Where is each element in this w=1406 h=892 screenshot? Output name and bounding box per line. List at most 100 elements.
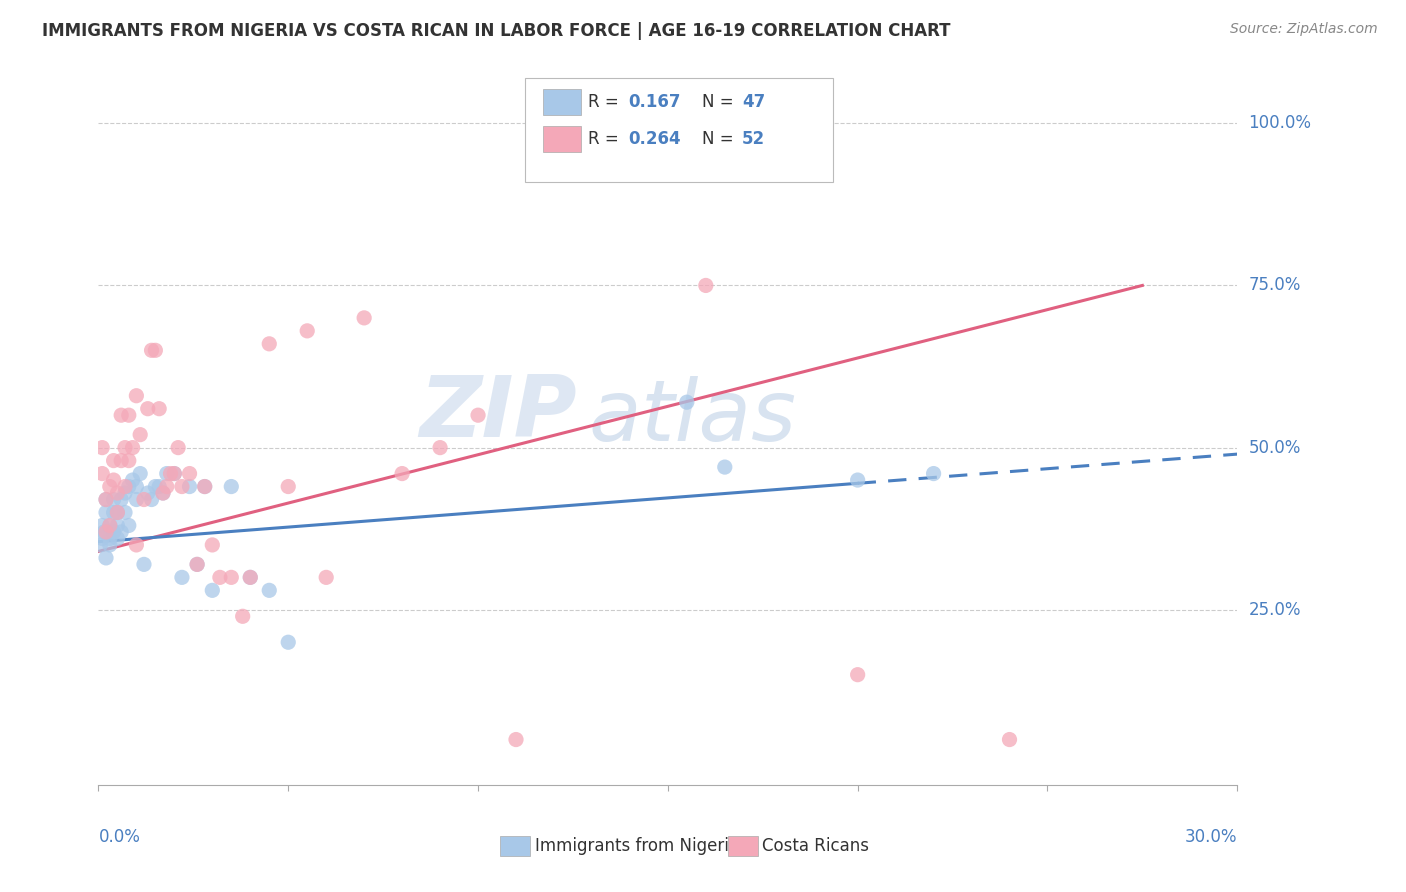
Point xyxy=(118,518,141,533)
Text: N =: N = xyxy=(702,93,740,111)
Point xyxy=(259,336,281,351)
Point xyxy=(125,492,148,507)
Point xyxy=(136,486,159,500)
Text: atlas: atlas xyxy=(588,376,796,459)
Text: ZIP: ZIP xyxy=(419,372,576,456)
Text: Costa Ricans: Costa Ricans xyxy=(762,837,869,855)
Point xyxy=(170,570,193,584)
Point xyxy=(221,570,243,584)
Text: 0.264: 0.264 xyxy=(628,130,681,148)
Point xyxy=(277,479,299,493)
Point xyxy=(505,732,527,747)
Point xyxy=(91,441,114,455)
Point xyxy=(94,492,117,507)
Point xyxy=(152,486,174,500)
Point xyxy=(110,453,132,467)
Point xyxy=(467,408,489,422)
Point xyxy=(201,583,224,598)
Point xyxy=(114,486,136,500)
Point xyxy=(277,635,299,649)
Point xyxy=(93,524,115,539)
FancyBboxPatch shape xyxy=(543,89,581,115)
Point xyxy=(110,408,132,422)
Point xyxy=(107,532,129,546)
Point xyxy=(194,479,217,493)
Text: 0.0%: 0.0% xyxy=(98,828,141,846)
Point xyxy=(118,453,141,467)
Point xyxy=(125,479,148,493)
Point xyxy=(221,479,243,493)
Text: 52: 52 xyxy=(742,130,765,148)
Point xyxy=(103,453,125,467)
Point xyxy=(186,558,208,572)
Point xyxy=(110,492,132,507)
FancyBboxPatch shape xyxy=(501,836,530,855)
Point xyxy=(121,473,143,487)
Text: N =: N = xyxy=(702,130,740,148)
Text: 47: 47 xyxy=(742,93,765,111)
Point xyxy=(94,550,117,565)
Text: Source: ZipAtlas.com: Source: ZipAtlas.com xyxy=(1230,22,1378,37)
Point xyxy=(107,518,129,533)
Point xyxy=(179,479,201,493)
Point xyxy=(114,441,136,455)
Point xyxy=(91,518,114,533)
Point xyxy=(239,570,262,584)
Point xyxy=(118,408,141,422)
Point xyxy=(114,479,136,493)
Text: IMMIGRANTS FROM NIGERIA VS COSTA RICAN IN LABOR FORCE | AGE 16-19 CORRELATION CH: IMMIGRANTS FROM NIGERIA VS COSTA RICAN I… xyxy=(42,22,950,40)
Point xyxy=(107,506,129,520)
Point xyxy=(581,116,603,130)
Point xyxy=(156,479,179,493)
FancyBboxPatch shape xyxy=(728,836,758,855)
Point xyxy=(110,524,132,539)
Point xyxy=(148,401,170,416)
Point xyxy=(159,467,181,481)
Point xyxy=(89,538,111,552)
Point xyxy=(179,467,201,481)
Text: R =: R = xyxy=(588,93,624,111)
Point xyxy=(98,532,121,546)
Point xyxy=(107,486,129,500)
Point xyxy=(129,427,152,442)
Point xyxy=(922,467,945,481)
Point xyxy=(132,558,155,572)
Point xyxy=(103,492,125,507)
Text: Immigrants from Nigeria: Immigrants from Nigeria xyxy=(534,837,738,855)
Point xyxy=(259,583,281,598)
Point xyxy=(145,343,167,358)
Point xyxy=(163,467,186,481)
Point xyxy=(98,518,121,533)
Point xyxy=(103,506,125,520)
Point xyxy=(94,492,117,507)
Point xyxy=(121,441,143,455)
Text: 50.0%: 50.0% xyxy=(1249,439,1301,457)
Point xyxy=(315,570,337,584)
Point xyxy=(152,486,174,500)
FancyBboxPatch shape xyxy=(526,78,832,182)
Point xyxy=(297,324,319,338)
Point xyxy=(846,667,869,681)
Point xyxy=(91,467,114,481)
Point xyxy=(145,479,167,493)
Point xyxy=(163,467,186,481)
Point xyxy=(429,441,451,455)
Point xyxy=(114,506,136,520)
Point xyxy=(232,609,254,624)
Point xyxy=(186,558,208,572)
Point xyxy=(208,570,231,584)
FancyBboxPatch shape xyxy=(543,127,581,152)
Point xyxy=(129,467,152,481)
Point xyxy=(107,506,129,520)
Point xyxy=(136,401,159,416)
Point xyxy=(714,460,737,475)
Text: 0.167: 0.167 xyxy=(628,93,681,111)
Text: 75.0%: 75.0% xyxy=(1249,277,1301,294)
Point xyxy=(94,506,117,520)
Point xyxy=(156,467,179,481)
Point xyxy=(141,343,163,358)
Point xyxy=(103,473,125,487)
Point xyxy=(125,389,148,403)
Point xyxy=(141,492,163,507)
Point xyxy=(98,538,121,552)
